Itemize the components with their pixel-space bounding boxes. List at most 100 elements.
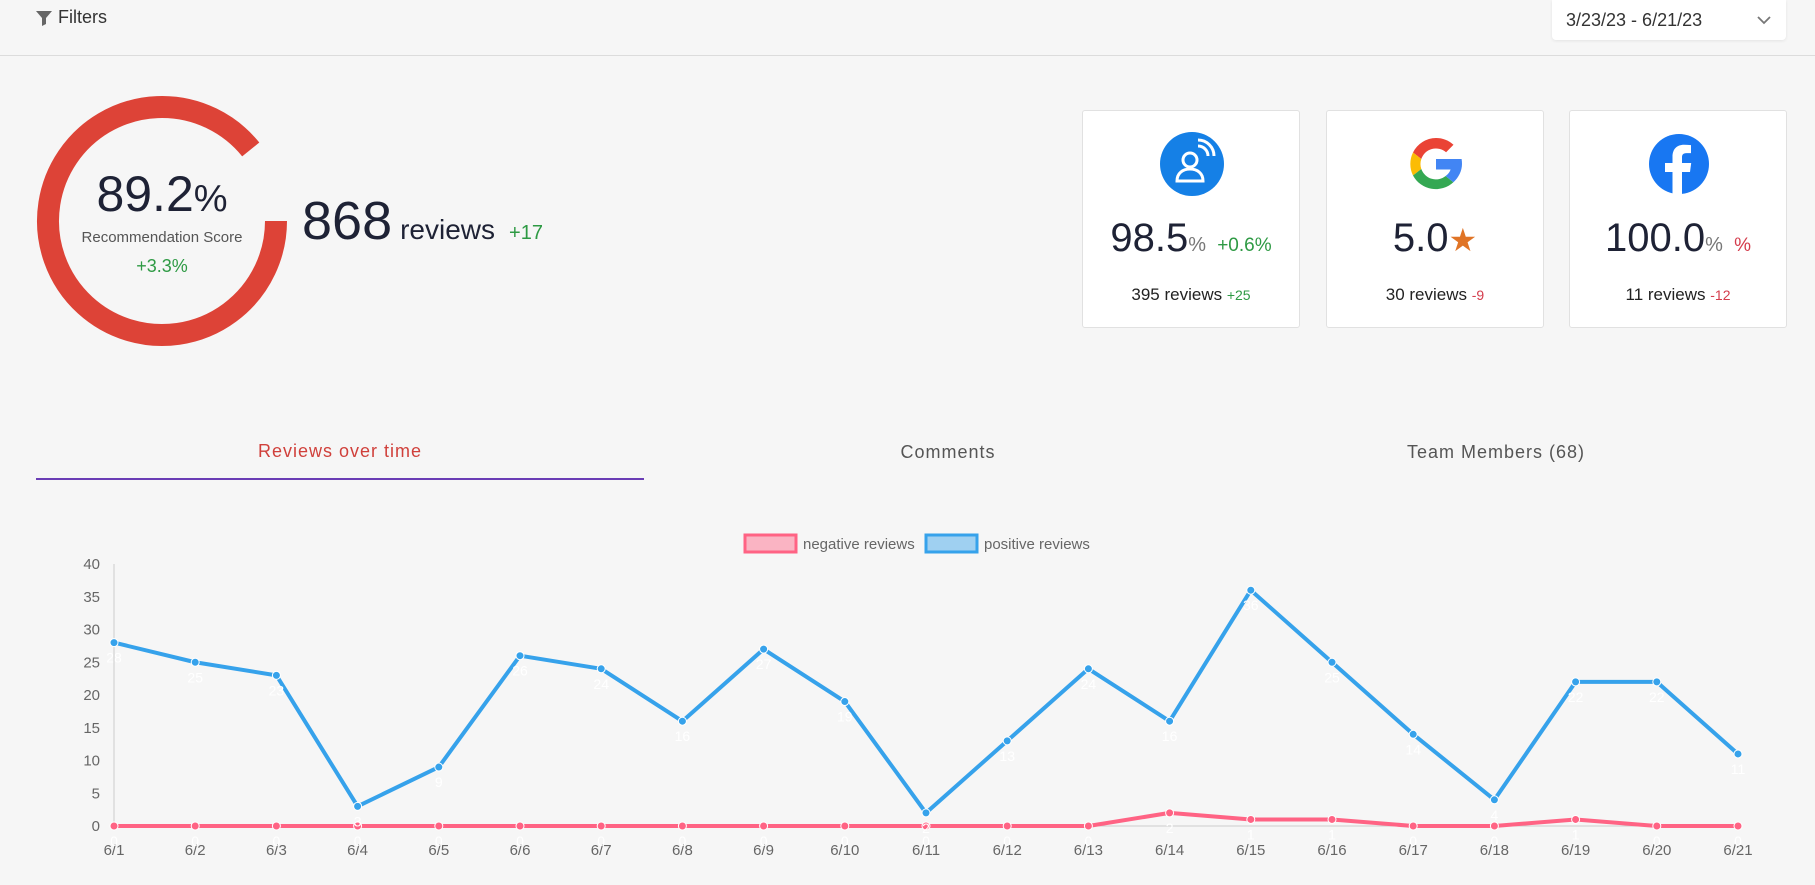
total-reviews: 868 reviews +17 xyxy=(302,190,543,252)
data-label: 1 xyxy=(1328,826,1336,842)
x-tick-label: 6/5 xyxy=(428,842,449,859)
source-review-count: 395 reviews +25 xyxy=(1083,285,1299,305)
data-point xyxy=(353,821,363,831)
x-tick-label: 6/12 xyxy=(993,842,1022,859)
legend-label: negative reviews xyxy=(803,536,915,553)
data-point xyxy=(759,644,769,654)
x-tick-label: 6/4 xyxy=(347,842,368,859)
data-label: 0 xyxy=(1653,833,1661,849)
score-unit: % xyxy=(193,178,228,220)
x-tick-label: 6/7 xyxy=(591,842,612,859)
x-tick-label: 6/1 xyxy=(104,842,125,859)
filters-button[interactable]: Filters xyxy=(36,7,107,28)
y-axis: 0 5 10 15 20 25 30 35 40 xyxy=(83,556,115,835)
gauge-center: 89.2% Recommendation Score +3.3% xyxy=(36,95,288,347)
data-point xyxy=(190,821,200,831)
star-icon: ★ xyxy=(1448,222,1478,258)
tab-reviews-over-time[interactable]: Reviews over time xyxy=(36,425,644,480)
tab-team-members[interactable]: Team Members (68) xyxy=(1406,441,1586,462)
source-card-platform[interactable]: 98.5% +0.6% 395 reviews +25 xyxy=(1082,110,1300,328)
data-point xyxy=(434,762,444,772)
data-point xyxy=(840,821,850,831)
x-tick-label: 6/3 xyxy=(266,842,287,859)
data-label: 23 xyxy=(269,682,285,698)
data-point xyxy=(1165,716,1175,726)
data-label: 14 xyxy=(1405,741,1421,757)
data-label: 24 xyxy=(593,676,609,692)
data-point xyxy=(1327,814,1337,824)
review-platform-icon xyxy=(1160,132,1224,196)
score-delta: +0.6% xyxy=(1217,235,1272,256)
data-label: 0 xyxy=(1491,833,1499,849)
x-tick-label: 6/13 xyxy=(1074,842,1103,859)
data-label: 0 xyxy=(354,833,362,849)
facebook-icon xyxy=(1649,134,1709,196)
chart-series: 0 0 0 0 0 0 0 0 0 0 0 0 02 1 1 0 0 1 0 02825233926241627192… xyxy=(106,585,1745,849)
filter-icon xyxy=(36,10,52,26)
review-count: 395 reviews xyxy=(1131,285,1223,304)
source-review-count: 30 reviews -9 xyxy=(1327,285,1543,305)
data-label: 0 xyxy=(841,833,849,849)
data-point xyxy=(1408,821,1418,831)
top-bar: Filters 3/23/23 - 6/21/23 xyxy=(0,0,1815,56)
x-tick-label: 6/17 xyxy=(1399,842,1428,859)
data-point xyxy=(271,821,281,831)
data-label: 0 xyxy=(1085,833,1093,849)
data-label: 0 xyxy=(1409,833,1417,849)
data-point xyxy=(515,821,525,831)
data-label: 28 xyxy=(106,650,122,666)
data-point xyxy=(353,801,363,811)
data-label: 22 xyxy=(1649,689,1665,705)
tab-comments[interactable]: Comments xyxy=(900,441,996,462)
x-tick-label: 6/9 xyxy=(753,842,774,859)
data-label: 1 xyxy=(1247,826,1255,842)
data-point xyxy=(109,638,119,648)
data-point xyxy=(1733,821,1743,831)
data-label: 0 xyxy=(597,833,605,849)
recommendation-gauge xyxy=(37,96,287,346)
data-label: 1 xyxy=(1572,826,1580,842)
data-point xyxy=(1652,821,1662,831)
data-point xyxy=(596,821,606,831)
date-range-select[interactable]: 3/23/23 - 6/21/23 xyxy=(1552,0,1786,40)
data-label: 36 xyxy=(1243,597,1259,613)
data-label: 2 xyxy=(1166,820,1174,836)
data-point xyxy=(1489,795,1499,805)
score-number: 5.0 xyxy=(1392,216,1449,260)
data-point xyxy=(1733,749,1743,759)
data-point xyxy=(1246,814,1256,824)
data-point xyxy=(1408,729,1418,739)
google-icon xyxy=(1410,138,1462,190)
data-label: 0 xyxy=(435,833,443,849)
legend-swatch xyxy=(924,533,979,554)
data-point xyxy=(1165,808,1175,818)
source-score: 98.5% +0.6% xyxy=(1083,216,1299,261)
data-label: 19 xyxy=(837,709,853,725)
x-tick-label: 6/15 xyxy=(1236,842,1265,859)
data-point xyxy=(1002,736,1012,746)
x-tick-label: 6/2 xyxy=(185,842,206,859)
data-point xyxy=(1083,821,1093,831)
data-label: 0 xyxy=(273,833,281,849)
data-label: 26 xyxy=(512,663,528,679)
source-card-facebook[interactable]: 100.0% % 11 reviews -12 xyxy=(1569,110,1787,328)
data-point xyxy=(190,657,200,667)
y-tick-label: 10 xyxy=(83,753,100,770)
data-point xyxy=(840,697,850,707)
x-tick-label: 6/6 xyxy=(510,842,531,859)
y-tick-label: 30 xyxy=(83,622,100,639)
data-label: 0 xyxy=(191,833,199,849)
filters-label: Filters xyxy=(58,7,107,27)
data-label: 0 xyxy=(1734,833,1742,849)
review-count: 11 reviews xyxy=(1625,285,1706,304)
score-unit: % xyxy=(1705,234,1723,256)
data-label: 0 xyxy=(679,833,687,849)
recommendation-score-label: Recommendation Score xyxy=(81,229,243,246)
source-card-google[interactable]: 5.0★ 30 reviews -9 xyxy=(1326,110,1544,328)
data-label: 9 xyxy=(435,774,443,790)
x-tick-label: 6/20 xyxy=(1642,842,1671,859)
review-count: 30 reviews xyxy=(1385,285,1468,304)
data-label: 24 xyxy=(1081,676,1097,692)
gauge-arc xyxy=(37,96,287,346)
data-point xyxy=(921,808,931,818)
